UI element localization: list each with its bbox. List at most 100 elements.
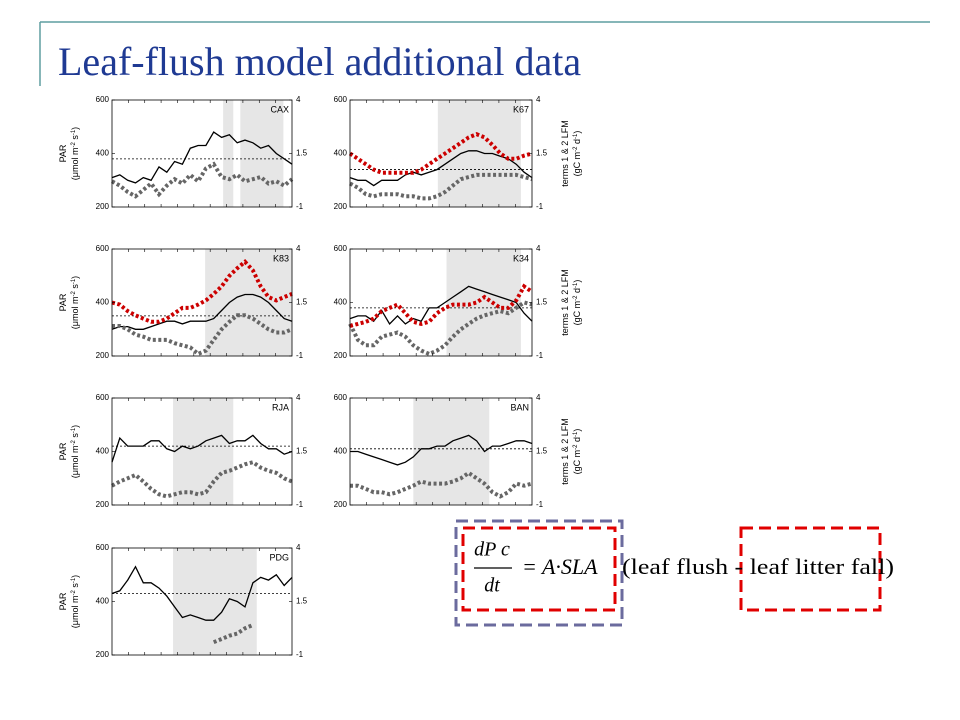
label-part: -1 <box>71 427 77 433</box>
highlight <box>437 100 521 207</box>
y-tick-label: 200 <box>96 650 110 659</box>
y2-tick-label: -1 <box>536 351 544 360</box>
label-line: PAR <box>58 442 68 460</box>
panel-label: CAX <box>270 104 289 114</box>
y-tick-label: 600 <box>96 95 110 104</box>
highlight <box>413 398 490 505</box>
y-tick-label: 600 <box>334 95 348 104</box>
slide-title: Leaf-flush model additional data <box>58 39 581 84</box>
label-part: -2 <box>71 142 77 148</box>
label-part: -1 <box>71 577 77 583</box>
y-tick-label: 400 <box>96 298 110 307</box>
panel-label: BAN <box>510 402 529 412</box>
label-part: ) <box>70 575 80 578</box>
y2-tick-label: 4 <box>296 393 301 402</box>
label-part: ) <box>572 131 582 134</box>
y2-tick-label: 4 <box>536 244 541 253</box>
label-part: ) <box>70 276 80 279</box>
label-line: (μmol m-2 s-1) <box>70 425 80 478</box>
label-part: d <box>572 139 582 147</box>
series-line <box>111 161 294 199</box>
label-line: (gC m-2 d-1) <box>572 280 582 326</box>
series-line <box>348 132 533 175</box>
y-tick-label: 400 <box>96 447 110 456</box>
label-line: PAR <box>58 144 68 162</box>
panel-label: K34 <box>513 253 529 263</box>
panel-label: PDG <box>269 552 289 562</box>
highlight <box>173 548 257 655</box>
series-line <box>111 259 293 324</box>
panel-label: RJA <box>272 402 289 412</box>
label-part: d <box>572 437 582 445</box>
y-tick-label: 400 <box>96 149 110 158</box>
y-tick-label: 200 <box>96 351 110 360</box>
label-part: -2 <box>573 146 579 152</box>
label-part: -2 <box>71 590 77 596</box>
series-line <box>212 623 254 645</box>
denominator: dt <box>484 575 500 597</box>
axis-label: terms 1 & 2 LFM (gC m-2 d-1) <box>560 418 582 485</box>
y2-tick-label: -1 <box>536 202 544 211</box>
box <box>461 526 617 612</box>
y-tick-label: 400 <box>96 597 110 606</box>
y-tick-label: 600 <box>334 244 348 253</box>
label-line: (gC m-2 d-1) <box>572 429 582 475</box>
y-tick-label: 200 <box>96 500 110 509</box>
y2-tick-label: 4 <box>296 543 301 552</box>
panel: 200 400 600 -1 1.5 4 K34 terms 1 & 2 LFM (gC m-2… <box>334 244 583 360</box>
panel-label: K83 <box>273 253 289 263</box>
highlight <box>173 398 234 505</box>
label-part: -1 <box>573 282 579 288</box>
label-part: d <box>572 288 582 296</box>
panel-label: K67 <box>513 104 529 114</box>
panel: 200 400 600 -1 1.5 4 K67 terms 1 & 2 LFM (gC m-2… <box>334 95 583 211</box>
label-part: s <box>70 583 80 591</box>
label-line: (μmol m-2 s-1) <box>70 127 80 180</box>
axis-label: terms 1 & 2 LFM (gC m-2 d-1) <box>560 269 582 336</box>
y-tick-label: 200 <box>96 202 110 211</box>
equation: dP c dt = A·SLA (leaf flush - leaf litte… <box>454 519 894 627</box>
y-tick-label: 400 <box>334 447 348 456</box>
y2-tick-label: 1.5 <box>296 149 308 158</box>
y-tick-label: 200 <box>334 500 348 509</box>
label-part: ) <box>572 429 582 432</box>
label-part: (μmol m <box>70 297 80 330</box>
label-part: -2 <box>71 440 77 446</box>
highlight <box>223 100 234 207</box>
axis-label: PAR (μmol m-2 s-1) <box>58 425 80 478</box>
label-line: terms 1 & 2 LFM <box>560 269 570 336</box>
y2-tick-label: -1 <box>296 202 304 211</box>
highlight <box>205 249 292 356</box>
label-part: (gC m <box>572 152 582 177</box>
label-part: s <box>70 135 80 143</box>
label-part: (μmol m <box>70 596 80 629</box>
series-line <box>350 434 533 466</box>
label-part: -1 <box>573 133 579 139</box>
series-line <box>111 460 293 499</box>
series-line <box>111 131 293 184</box>
axis-label: terms 1 & 2 LFM (gC m-2 d-1) <box>560 120 582 187</box>
y2-tick-label: 1.5 <box>296 298 308 307</box>
y2-tick-label: -1 <box>296 650 304 659</box>
y-tick-label: 600 <box>96 543 110 552</box>
y2-tick-label: -1 <box>296 351 304 360</box>
y-tick-label: 400 <box>334 149 348 158</box>
series-line <box>349 283 534 328</box>
series-line <box>111 565 293 621</box>
y2-tick-label: 1.5 <box>536 149 548 158</box>
y-tick-label: 400 <box>334 298 348 307</box>
label-part: -1 <box>71 129 77 135</box>
label-part: ) <box>70 127 80 130</box>
axis-label: PAR (μmol m-2 s-1) <box>58 276 80 329</box>
series-line <box>348 300 533 357</box>
series-line <box>112 313 293 357</box>
label-part: (μmol m <box>70 148 80 181</box>
label-part: ) <box>572 280 582 283</box>
label-part: (gC m <box>572 450 582 475</box>
label-line: PAR <box>58 293 68 311</box>
label-line: (gC m-2 d-1) <box>572 131 582 177</box>
